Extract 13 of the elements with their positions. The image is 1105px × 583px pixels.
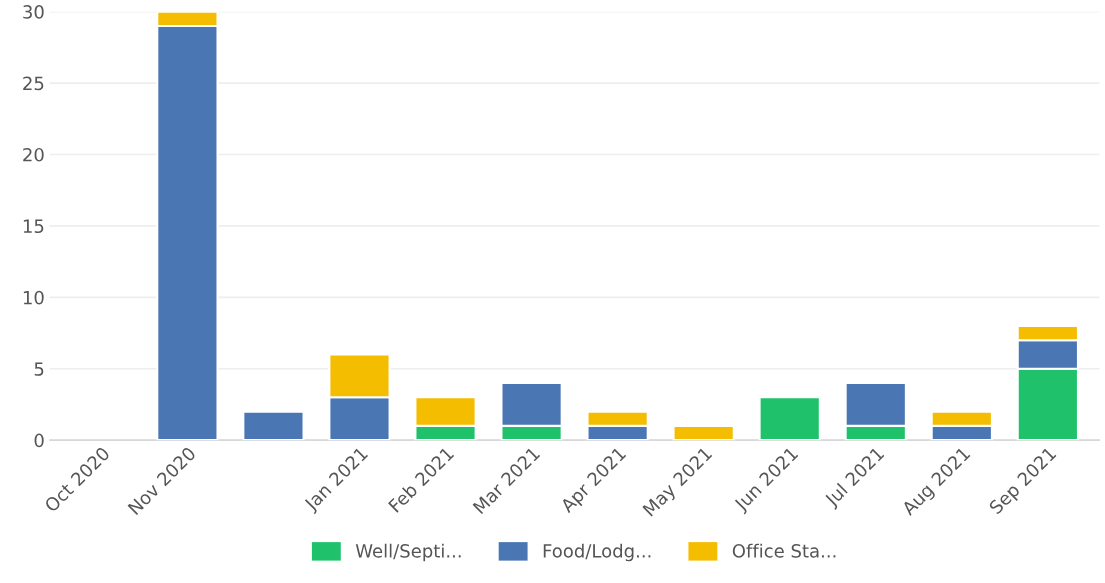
legend-label: Well/Septi... — [355, 543, 461, 562]
bar — [758, 396, 821, 441]
y-tick-label: 25 — [23, 76, 44, 91]
y-tick-label: 15 — [23, 219, 44, 234]
legend-label: Food/Lodg... — [543, 543, 651, 562]
bar — [672, 424, 735, 441]
y-tick-label: 20 — [23, 147, 44, 162]
y-tick-label: 30 — [23, 5, 44, 19]
y-tick-label: 10 — [23, 290, 44, 305]
bar — [242, 410, 305, 441]
y-tick-label: 5 — [34, 362, 44, 376]
y-tick-label: 0 — [34, 433, 44, 448]
legend-label: Office Sta... — [732, 543, 836, 558]
